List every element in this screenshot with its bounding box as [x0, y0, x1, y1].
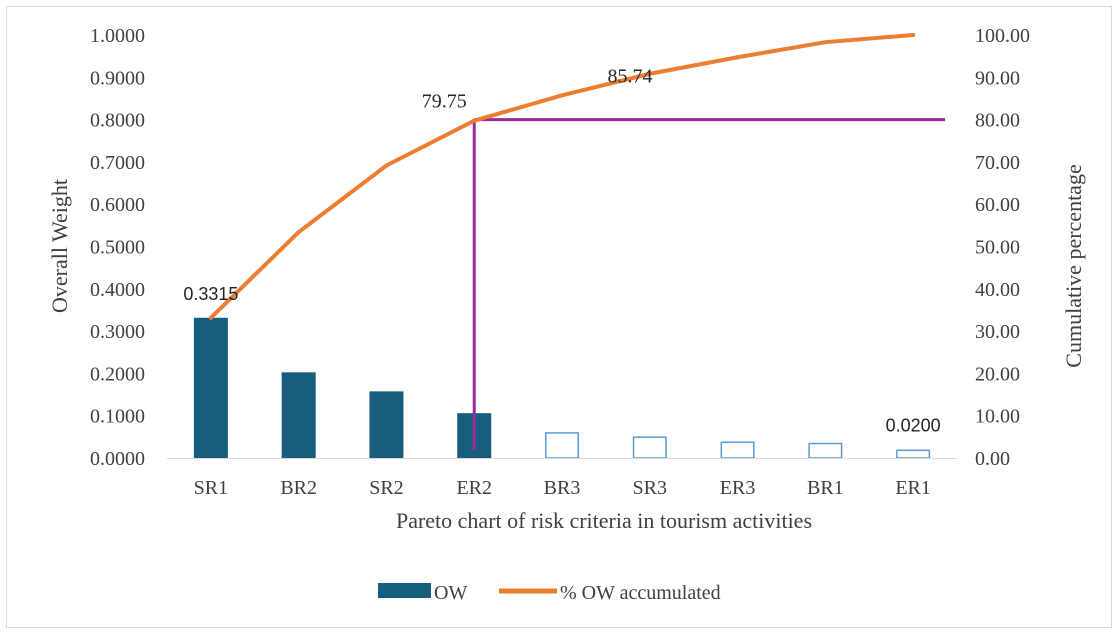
y2-tick-label: 80.00: [975, 110, 1020, 132]
legend-label-ow: OW: [434, 582, 467, 604]
bar-BR1: [808, 442, 843, 459]
bar-BR3: [545, 432, 579, 459]
y2-tick-label: 60.00: [975, 194, 1020, 216]
x-tick-label: BR2: [280, 477, 317, 499]
y-tick-label: 0.9000: [90, 67, 145, 89]
y-tick-label: 0.1000: [90, 406, 145, 428]
x-axis-title: Pareto chart of risk criteria in tourism…: [396, 508, 812, 533]
y2-tick-label: 50.00: [975, 237, 1020, 259]
legend-swatch-ow: [378, 583, 431, 598]
bar-ER3: [720, 441, 755, 459]
line-data-label: 85.74: [608, 65, 653, 87]
cumulative-point-SR2: [384, 163, 389, 168]
x-tick-label: ER2: [456, 477, 492, 499]
y-tick-label: 0.6000: [90, 194, 145, 216]
cumulative-point-ER3: [735, 55, 740, 60]
x-tick-label: ER1: [895, 477, 931, 499]
x-tick-label: BR3: [544, 477, 581, 499]
y2-tick-label: 0.00: [975, 448, 1010, 470]
cumulative-point-SR1: [208, 315, 213, 320]
x-tick-label: SR2: [369, 477, 403, 499]
bars-layer: [193, 317, 931, 459]
chart-frame: [6, 6, 1112, 628]
line-data-label: 79.75: [422, 91, 467, 113]
bar-data-label: 0.3315: [183, 284, 238, 304]
bar-data-label: 0.0200: [886, 416, 941, 436]
y-tick-label: 0.5000: [90, 237, 145, 259]
cumulative-point-BR1: [823, 40, 828, 45]
threshold-layer: [472, 118, 945, 450]
y-tick-label: 0.4000: [90, 279, 145, 301]
y-tick-label: 0.7000: [90, 152, 145, 174]
bar-ER1: [896, 449, 931, 459]
cumulative-point-BR2: [296, 230, 301, 235]
x-tick-label: ER3: [720, 477, 756, 499]
bar-SR3: [632, 436, 667, 459]
cumulative-line: [208, 33, 916, 320]
y2-tick-label: 40.00: [975, 279, 1020, 301]
y2-tick-label: 100.00: [975, 25, 1030, 47]
line-layer: [208, 33, 916, 320]
y2-axis-title: Cumulative percentage: [1061, 164, 1086, 367]
bar-SR1: [193, 317, 228, 458]
x-tick-label: SR3: [633, 477, 667, 499]
y-tick-label: 0.0000: [90, 448, 145, 470]
cumulative-point-BR3: [560, 93, 564, 98]
cumulative-point-ER2: [472, 118, 477, 123]
y2-tick-label: 70.00: [975, 152, 1020, 174]
y-tick-label: 1.0000: [90, 25, 145, 47]
y-tick-label: 0.8000: [90, 110, 145, 132]
legend-label-accumulated: % OW accumulated: [560, 582, 721, 604]
y2-tick-label: 10.00: [975, 406, 1020, 428]
bar-SR2: [369, 391, 404, 458]
y2-tick-label: 20.00: [975, 363, 1020, 385]
labels-layer: 0.3315 0.0200 79.75 85.74: [183, 65, 940, 435]
x-tick-label: SR1: [194, 477, 228, 499]
y2-tick-label: 30.00: [975, 321, 1020, 343]
y2-tick-label: 90.00: [975, 67, 1020, 89]
cumulative-point-ER1: [911, 33, 916, 37]
legend: OW % OW accumulated: [378, 582, 721, 604]
y-tick-label: 0.3000: [90, 321, 145, 343]
x-tick-label: BR1: [807, 477, 844, 499]
cumulative-point-SR3: [647, 71, 652, 76]
y-tick-label: 0.2000: [90, 363, 145, 385]
y-axis-title: Overall Weight: [47, 179, 72, 313]
bar-BR2: [281, 372, 316, 458]
axes-layer: 0.0000 0.1000 0.2000 0.3000 0.4000 0.5000 0.60…: [90, 25, 1030, 499]
